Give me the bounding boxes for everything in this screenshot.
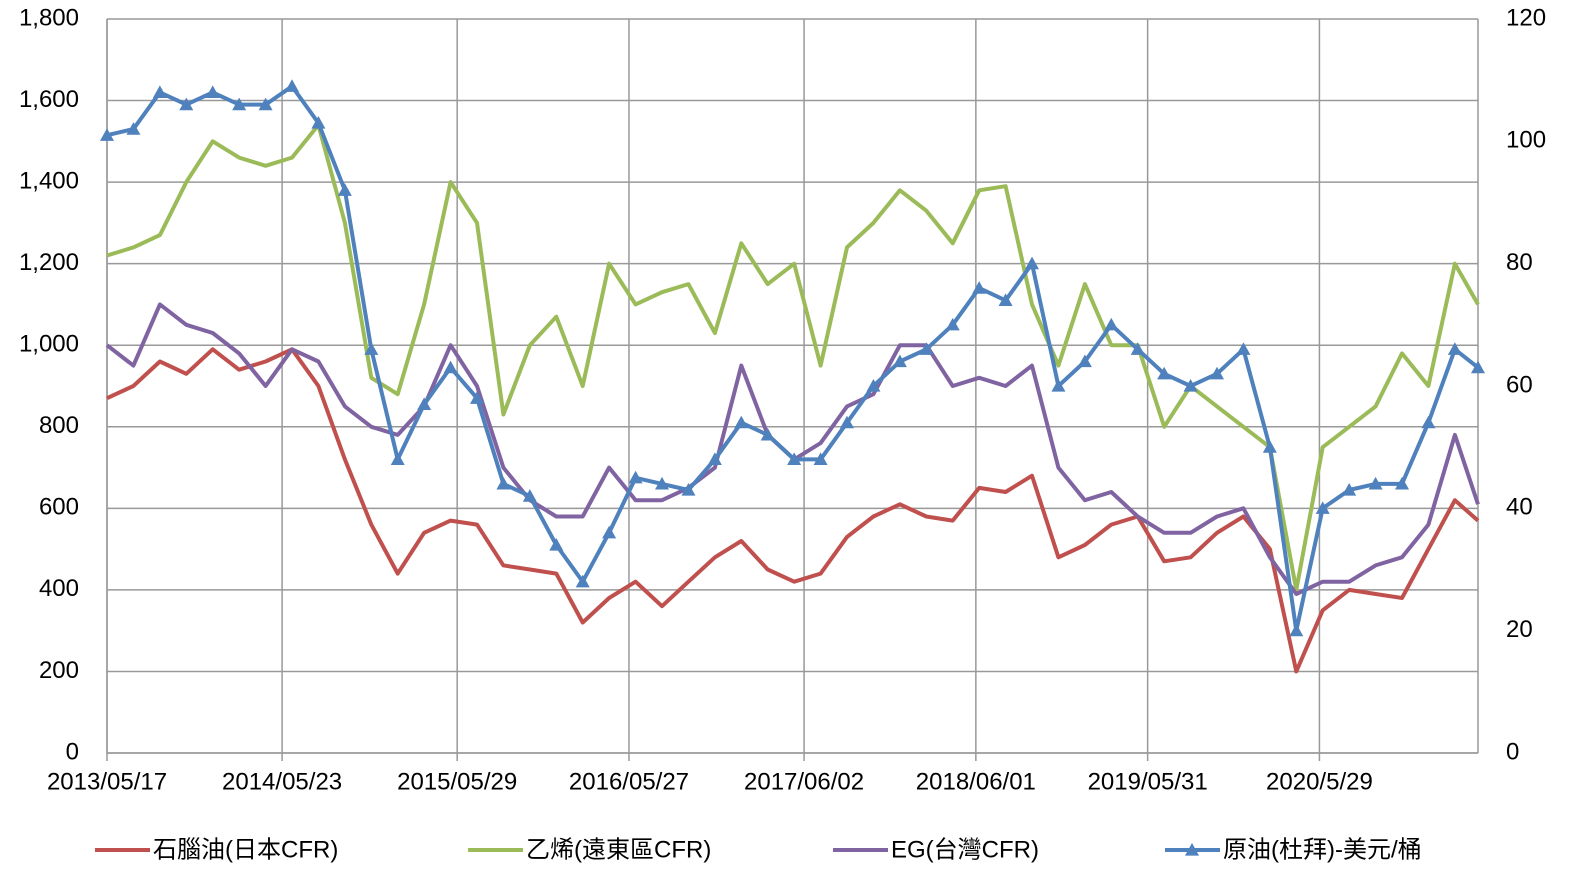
point-marker (364, 342, 379, 355)
point-marker (549, 538, 564, 551)
point-marker (285, 79, 300, 92)
legend-label: EG(台灣CFR) (891, 836, 1039, 863)
y-tick-label: 400 (39, 575, 79, 602)
point-marker (892, 354, 907, 368)
point-marker (681, 482, 696, 496)
point-marker (972, 281, 987, 294)
y-tick-label: 1,000 (19, 331, 79, 358)
point-marker (232, 97, 247, 111)
point-marker (179, 97, 194, 111)
point-marker (390, 452, 405, 465)
point-marker (602, 525, 617, 539)
point-marker (787, 452, 802, 465)
y-tick-label: 200 (39, 657, 79, 684)
point-marker (1104, 317, 1119, 331)
y-tick-label: 800 (39, 412, 79, 439)
x-tick-label: 2019/05/31 (1088, 768, 1208, 795)
point-marker (945, 317, 960, 331)
x-tick-label: 2014/05/23 (222, 768, 342, 795)
point-marker (1130, 342, 1145, 355)
point-marker (205, 85, 220, 98)
y-tick-label: 1,800 (19, 4, 79, 31)
x-tick-label: 2018/06/01 (916, 768, 1036, 795)
point-marker (1447, 342, 1462, 355)
y-tick-label: 1,600 (19, 86, 79, 113)
y2-tick-label: 80 (1506, 249, 1533, 276)
point-marker (470, 391, 485, 404)
point-marker (1183, 379, 1198, 392)
point-marker (919, 342, 934, 355)
point-marker (866, 379, 881, 392)
point-marker (311, 115, 326, 129)
point-marker (655, 476, 670, 490)
y-tick-label: 1,200 (19, 249, 79, 276)
point-marker (628, 470, 643, 484)
point-marker (575, 574, 590, 588)
point-marker (126, 122, 141, 135)
series-line (106, 123, 1480, 592)
point-marker (998, 293, 1013, 306)
y2-tick-label: 120 (1506, 4, 1546, 31)
point-marker (734, 415, 749, 429)
x-tick-label: 2016/05/27 (569, 768, 689, 795)
point-marker (522, 489, 537, 502)
point-marker (1236, 342, 1251, 355)
point-marker (1342, 482, 1357, 496)
y2-tick-label: 0 (1506, 738, 1519, 765)
point-marker (1368, 476, 1383, 490)
point-marker (443, 360, 458, 374)
legend-label: 石腦油(日本CFR) (153, 836, 338, 863)
legend-marker (1185, 843, 1199, 856)
point-marker (1395, 476, 1410, 490)
point-marker (100, 128, 114, 141)
point-marker (1289, 623, 1304, 637)
point-marker (1421, 415, 1436, 429)
point-marker (152, 85, 167, 98)
point-marker (1262, 440, 1277, 453)
point-marker (1471, 360, 1485, 374)
point-marker (1025, 256, 1040, 270)
point-marker (496, 476, 511, 490)
x-tick-label: 2015/05/29 (397, 768, 517, 795)
y-tick-label: 0 (66, 738, 79, 765)
point-marker (1315, 501, 1330, 514)
point-marker (1077, 354, 1092, 368)
y2-tick-label: 20 (1506, 616, 1533, 643)
point-marker (337, 183, 352, 196)
point-marker (813, 452, 828, 465)
point-marker (1157, 366, 1172, 380)
x-tick-label: 2013/05/17 (47, 768, 167, 795)
legend-label: 原油(杜拜)-美元/桶 (1223, 836, 1422, 863)
y2-tick-label: 60 (1506, 371, 1533, 398)
y-tick-label: 1,400 (19, 167, 79, 194)
point-marker (1051, 379, 1066, 392)
x-tick-label: 2020/5/29 (1266, 768, 1373, 795)
legend-label: 乙烯(遠東區CFR) (526, 836, 711, 863)
y2-tick-label: 100 (1506, 127, 1546, 154)
y2-tick-label: 40 (1506, 494, 1533, 521)
point-marker (707, 452, 722, 465)
series-line (106, 347, 1480, 674)
y-tick-label: 600 (39, 494, 79, 521)
x-tick-label: 2017/06/02 (744, 768, 864, 795)
point-marker (417, 397, 432, 410)
point-marker (840, 415, 855, 429)
point-marker (760, 427, 775, 441)
point-marker (258, 97, 273, 111)
point-marker (1210, 366, 1225, 380)
